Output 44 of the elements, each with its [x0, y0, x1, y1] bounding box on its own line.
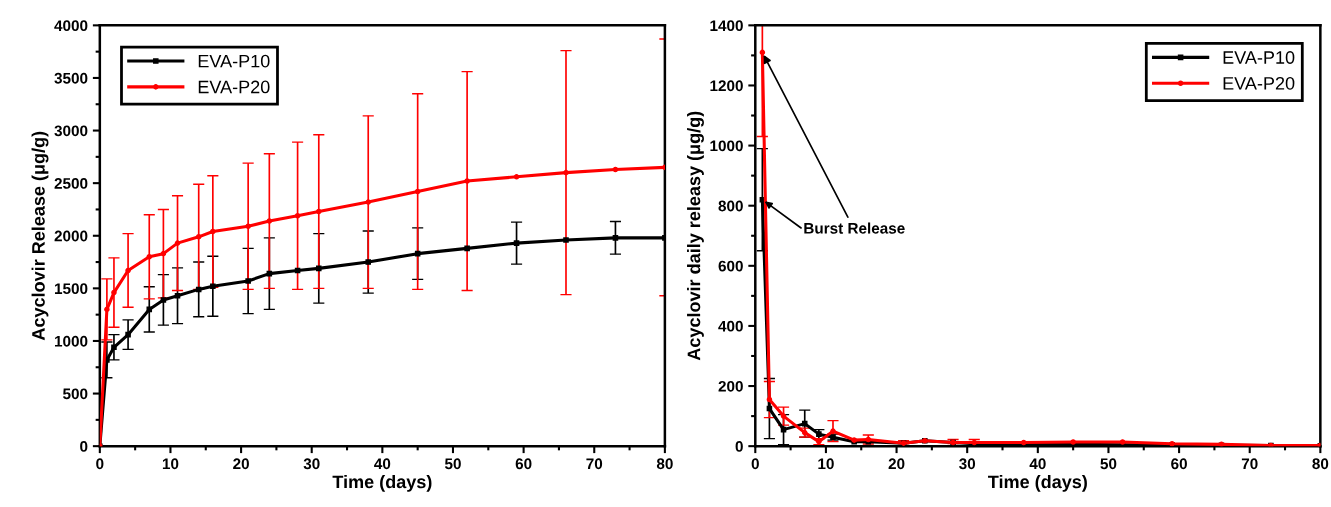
y-tick-label: 0	[80, 441, 88, 452]
y-tick-label: 1200	[710, 80, 743, 92]
y-tick-label: 3000	[54, 125, 88, 137]
x-tick-label: 40	[374, 458, 391, 470]
x-axis-title: Time (days)	[332, 474, 432, 492]
x-tick-label: 10	[162, 458, 179, 470]
x-tick-label: 60	[515, 458, 532, 470]
x-tick-label: 50	[444, 458, 461, 470]
y-tick-label: 400	[718, 320, 743, 332]
legend-label: EVA-P10	[1223, 51, 1295, 64]
y-tick-label: 1400	[710, 20, 743, 32]
y-tick-label: 800	[718, 200, 743, 212]
y-tick-label: 0	[735, 441, 743, 452]
y-tick-label: 200	[718, 380, 743, 392]
x-tick-label: 70	[1241, 458, 1258, 470]
y-tick-label: 1000	[710, 140, 743, 152]
y-axis-title: Acyclovir Release (μg/g)	[31, 131, 49, 341]
x-axis-title: Time (days)	[988, 474, 1087, 492]
x-tick-label: 70	[586, 458, 603, 470]
y-tick-label: 500	[63, 388, 88, 400]
y-tick-label: 2000	[54, 230, 88, 242]
x-tick-label: 50	[1100, 458, 1117, 470]
legend-label: EVA-P10	[198, 54, 270, 68]
y-tick-label: 1000	[55, 335, 88, 347]
x-tick-label: 0	[751, 458, 759, 470]
x-tick-label: 30	[959, 458, 976, 470]
x-tick-label: 30	[303, 458, 320, 470]
x-tick-label: 80	[1312, 458, 1329, 470]
y-tick-label: 4000	[54, 20, 88, 32]
legend-label: EVA-P20	[198, 80, 270, 94]
y-tick-label: 3500	[54, 72, 88, 84]
legend-label: EVA-P20	[1223, 76, 1295, 90]
x-tick-label: 20	[233, 458, 249, 470]
x-tick-label: 10	[818, 458, 834, 470]
y-tick-label: 1500	[55, 283, 88, 295]
x-tick-label: 40	[1029, 458, 1046, 470]
x-tick-label: 20	[888, 458, 905, 470]
x-tick-label: 80	[656, 458, 673, 470]
y-tick-label: 2500	[54, 178, 88, 189]
x-tick-label: 0	[96, 458, 104, 470]
y-tick-label: 600	[718, 260, 743, 272]
y-axis-title: Acyclovir daily releasy (μg/g)	[687, 111, 704, 361]
annotation: Burst Release	[804, 222, 905, 234]
x-tick-label: 60	[1171, 458, 1187, 470]
